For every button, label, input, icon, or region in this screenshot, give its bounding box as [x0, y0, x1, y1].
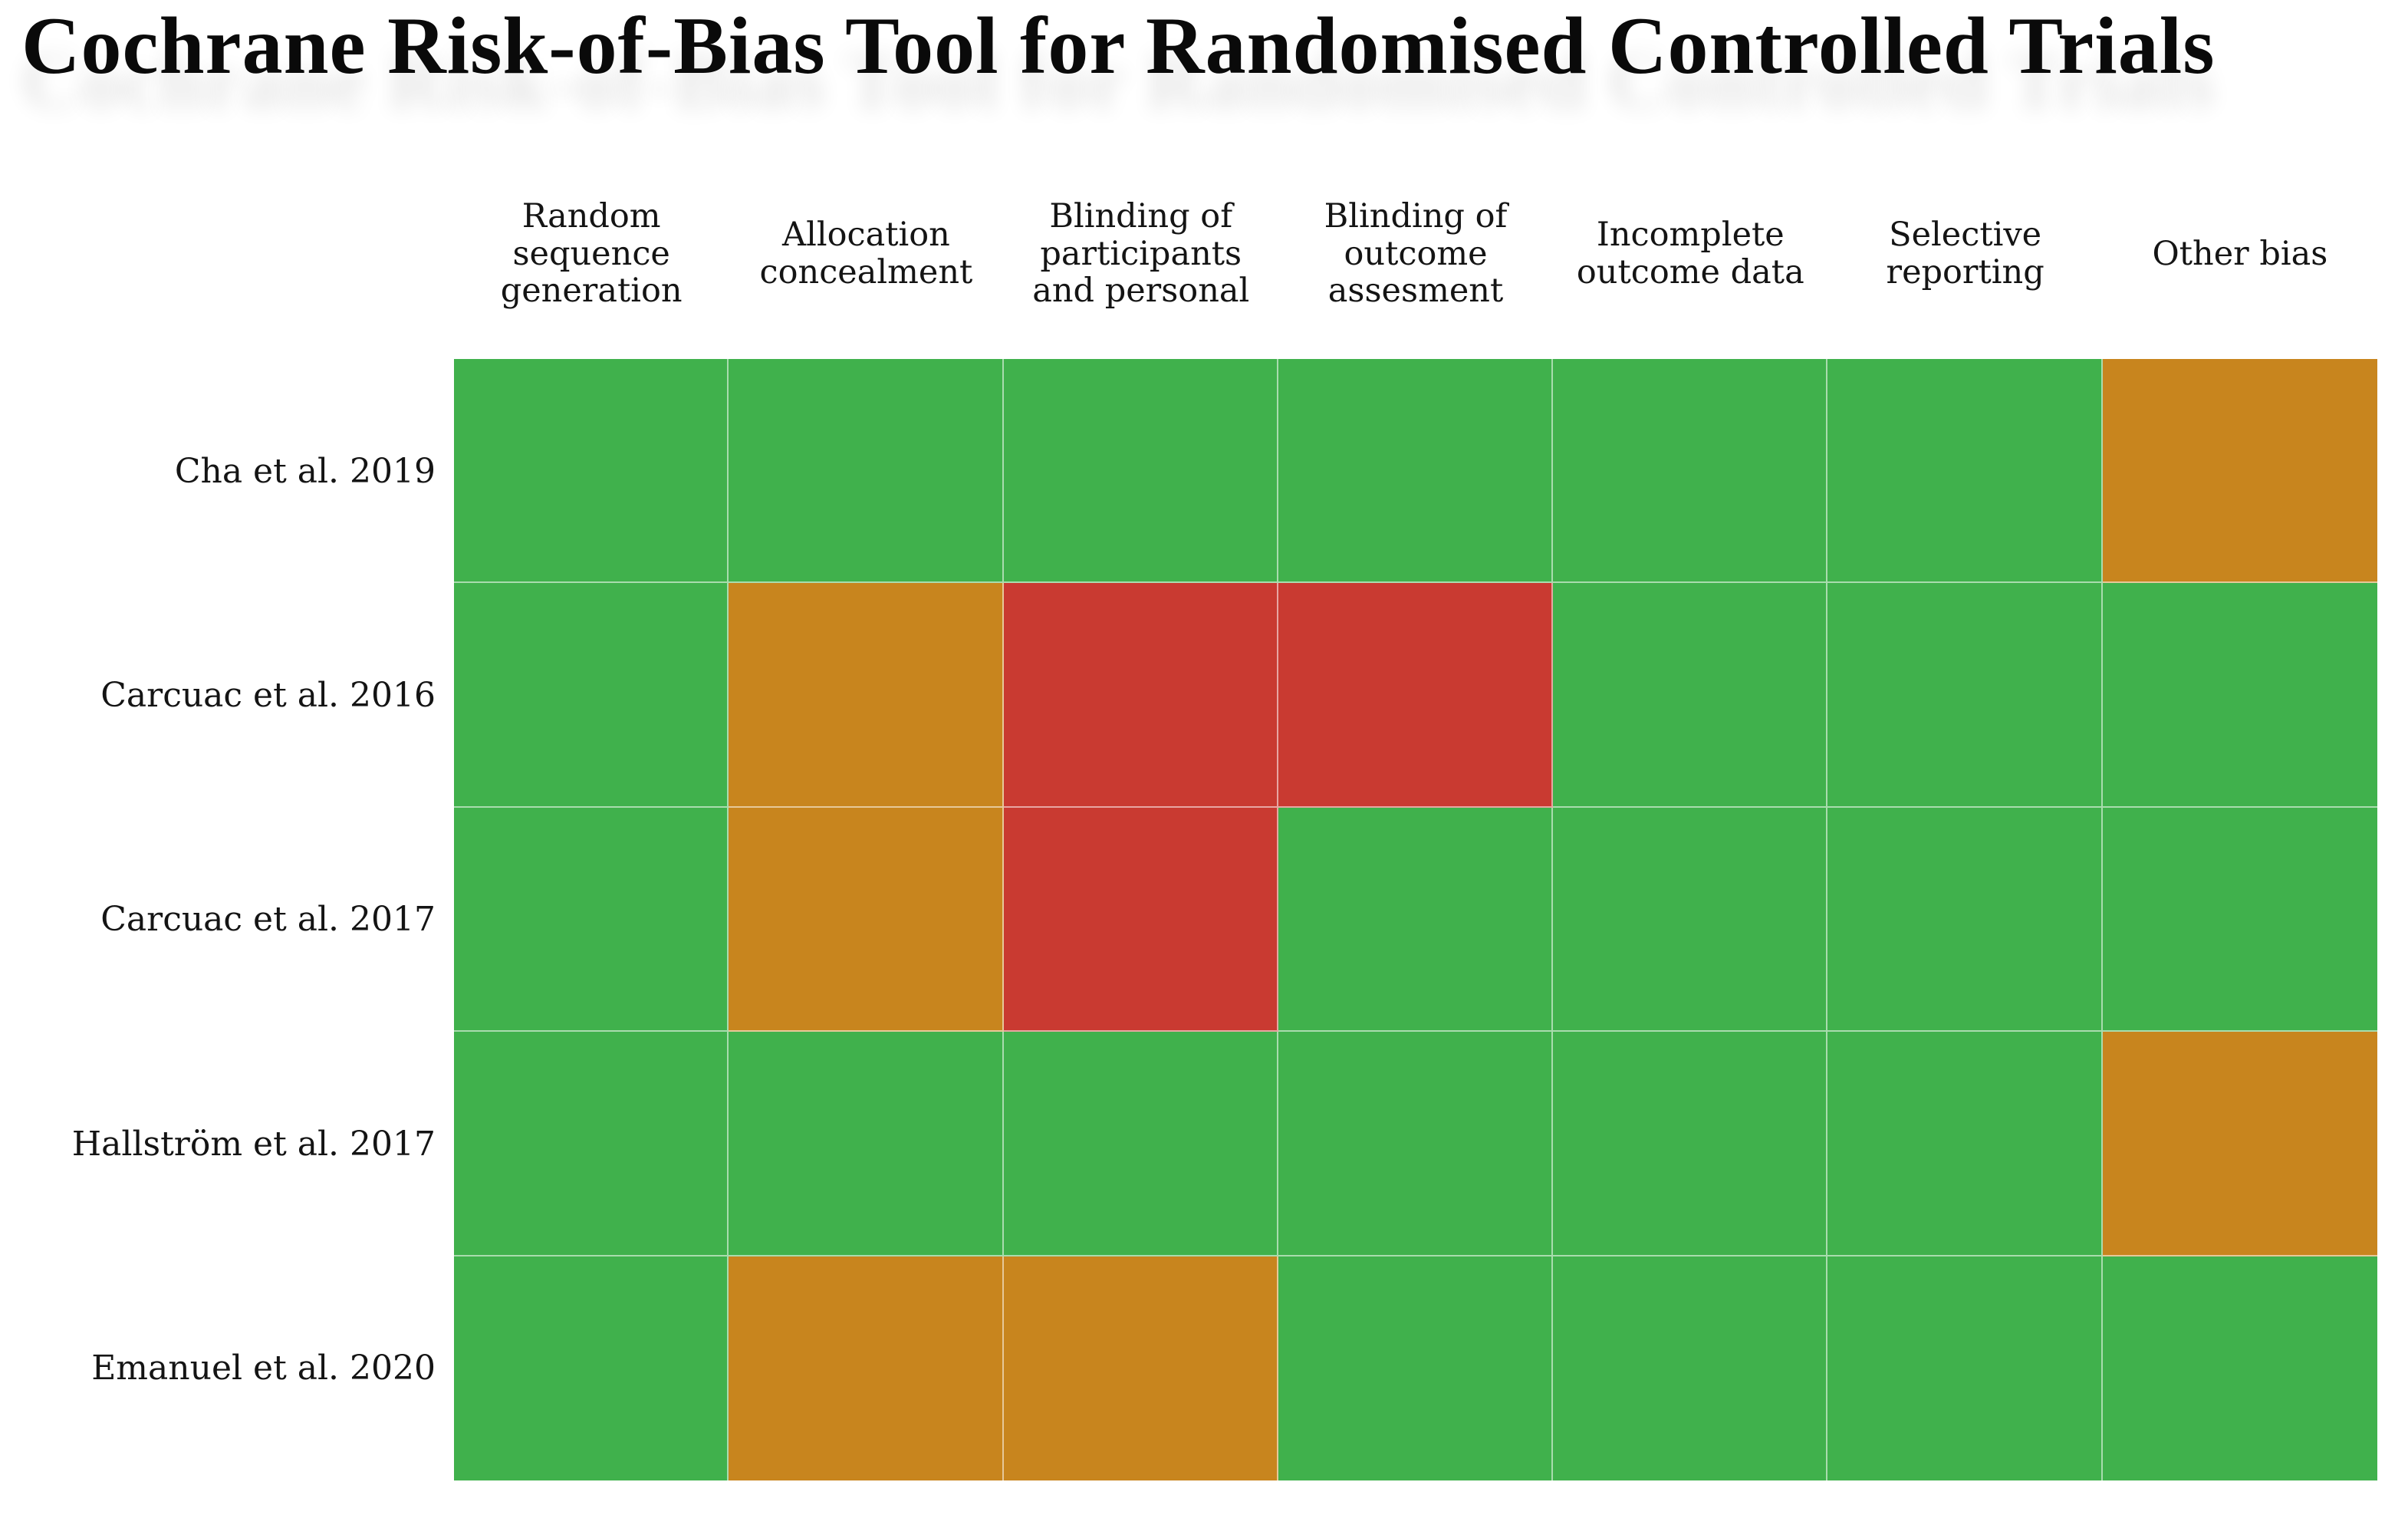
matrix-cell [1827, 1032, 2103, 1256]
column-header: Random sequence generation [500, 197, 683, 311]
matrix-cell [729, 807, 1004, 1033]
matrix-cell [454, 807, 729, 1033]
matrix-cell [454, 359, 729, 584]
matrix-cell [1278, 1032, 1554, 1256]
matrix-cell [1003, 1256, 1278, 1480]
matrix-cell [1003, 807, 1278, 1033]
matrix-cell [1278, 807, 1554, 1033]
matrix-cell [1827, 807, 2103, 1033]
matrix-cell [1553, 1256, 1828, 1480]
row-label: Carcuac et al. 2017 [100, 900, 436, 940]
matrix-cell [1003, 583, 1278, 808]
row-label: Carcuac et al. 2016 [100, 676, 436, 716]
matrix-cell [729, 1256, 1004, 1480]
corner-spacer [0, 176, 454, 359]
matrix-cell [2102, 1032, 2378, 1256]
matrix-cell [454, 583, 729, 808]
matrix-cell [729, 359, 1004, 584]
matrix-cell [1278, 359, 1554, 584]
matrix-cell [1827, 359, 2103, 584]
matrix-cell [1003, 359, 1278, 584]
matrix-cell [2102, 359, 2378, 584]
row-label: Hallström et al. 2017 [71, 1124, 436, 1164]
matrix-cell [1827, 583, 2103, 808]
matrix-cell [2102, 1256, 2378, 1480]
matrix-cell [1553, 1032, 1828, 1256]
matrix-cell [1003, 1032, 1278, 1256]
matrix-cell [1278, 583, 1554, 808]
figure-title: Cochrane Risk-of-Bias Tool for Randomise… [21, 1, 2216, 91]
matrix-cell [729, 1032, 1004, 1256]
column-header: Blinding of outcome assesment [1324, 197, 1508, 311]
row-label: Emanuel et al. 2020 [91, 1349, 436, 1388]
row-label: Cha et al. 2019 [174, 451, 436, 491]
matrix-cell [1278, 1256, 1554, 1480]
matrix-cell [1553, 583, 1828, 808]
matrix-cell [454, 1032, 729, 1256]
matrix-cell [1553, 359, 1828, 584]
column-header: Allocation concealment [759, 216, 973, 291]
matrix-cell [1827, 1256, 2103, 1480]
risk-of-bias-matrix: Random sequence generation Allocation con… [0, 176, 2378, 1480]
matrix-cell [2102, 583, 2378, 808]
matrix-cell [729, 583, 1004, 808]
column-header: Selective reporting [1886, 216, 2044, 291]
column-header: Blinding of participants and personal [1032, 197, 1250, 311]
matrix-cell [454, 1256, 729, 1480]
matrix-cell [1553, 807, 1828, 1033]
matrix-cell [2102, 807, 2378, 1033]
column-header: Other bias [2152, 234, 2328, 273]
column-header: Incomplete outcome data [1576, 216, 1804, 291]
